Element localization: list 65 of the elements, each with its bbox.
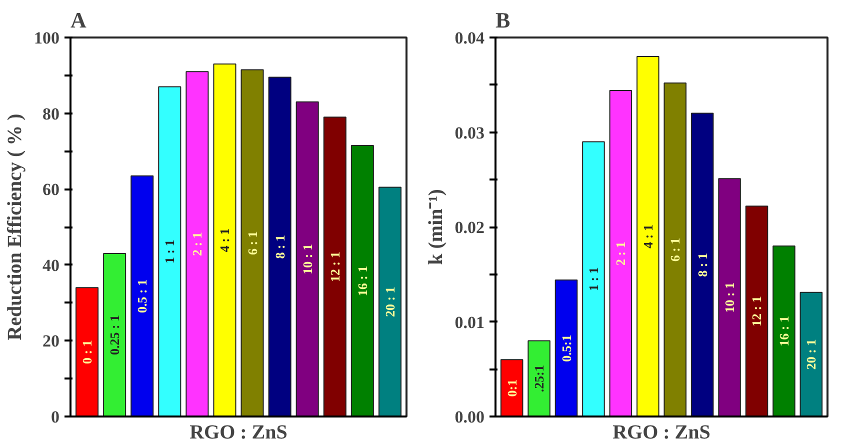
category-label: 20 : 1 — [382, 286, 398, 318]
category-label: 10 : 1 — [300, 244, 315, 274]
chart-title: A — [70, 8, 86, 32]
bar — [186, 71, 209, 416]
x-axis-title: RGO : ZnS — [612, 422, 710, 444]
category-label: 0.5:1 — [558, 334, 574, 362]
category-label: 0.25 : 1 — [107, 314, 122, 356]
category-label: .25:1 — [532, 365, 547, 392]
bar — [664, 82, 686, 416]
category-label: 6 : 1 — [244, 231, 260, 256]
category-label: 20 : 1 — [804, 339, 819, 370]
category-label: 8 : 1 — [694, 252, 710, 277]
category-label: 12 : 1 — [749, 296, 764, 326]
category-label: 6 : 1 — [668, 238, 683, 262]
bar — [240, 69, 264, 416]
y-axis-title: k (min⁻¹) — [424, 189, 447, 265]
y-tick-label: 100 — [34, 28, 60, 48]
category-label: 8 : 1 — [272, 234, 288, 259]
bar — [772, 245, 796, 416]
category-label: 0.5 : 1 — [134, 279, 150, 313]
bar — [158, 86, 182, 416]
y-tick-label: 20 — [42, 332, 60, 351]
bar — [350, 145, 374, 416]
category-label: 2 : 1 — [190, 232, 205, 256]
category-label: 0:1 — [504, 379, 520, 397]
category-label: 4 : 1 — [640, 224, 656, 248]
bar — [76, 287, 99, 416]
bar — [500, 359, 524, 416]
y-tick-label: 0 — [51, 408, 60, 426]
y-tick-label: 40 — [42, 256, 60, 275]
bar — [296, 101, 319, 416]
y-tick-label: 0.00 — [454, 408, 484, 426]
y-tick-label: 80 — [42, 104, 60, 124]
y-tick-label: 0.03 — [454, 123, 484, 142]
bar — [718, 178, 741, 416]
category-label: 12 : 1 — [327, 252, 342, 282]
bar — [528, 340, 550, 416]
bar — [690, 112, 714, 416]
bar — [323, 116, 346, 416]
bar — [378, 186, 402, 416]
category-label: 0 : 1 — [80, 340, 95, 364]
category-label: 2 : 1 — [613, 242, 628, 266]
bar — [582, 141, 605, 416]
category-label: 1 : 1 — [586, 267, 601, 292]
bar — [745, 206, 768, 416]
category-label: 10 : 1 — [722, 282, 738, 313]
bar — [609, 90, 632, 416]
category-label: 4 : 1 — [217, 228, 232, 252]
y-tick-label: 60 — [42, 180, 60, 200]
y-axis-title: Reduction Efficiency ( % ) — [4, 114, 26, 340]
bar — [554, 280, 578, 416]
x-axis-title: RGO : ZnS — [190, 422, 288, 444]
category-label: 16 : 1 — [776, 316, 792, 346]
chart-title: B — [496, 8, 510, 32]
bar — [213, 64, 236, 416]
category-label: 1 : 1 — [162, 240, 178, 264]
category-label: 16 : 1 — [354, 266, 370, 296]
bar — [268, 76, 292, 416]
y-tick-label: 0.01 — [454, 312, 484, 332]
bar — [103, 253, 126, 416]
y-tick-label: 0.02 — [454, 218, 484, 237]
bar — [130, 175, 154, 416]
bar — [636, 56, 660, 416]
y-tick-label: 0.04 — [454, 28, 485, 48]
bar — [800, 292, 823, 416]
